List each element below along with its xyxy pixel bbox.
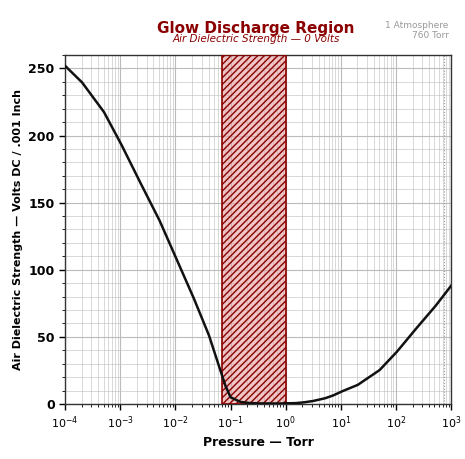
X-axis label: Pressure — Torr: Pressure — Torr (203, 437, 313, 449)
Bar (222, 55, 286, 404)
Bar (222, 55, 286, 404)
Text: Glow Discharge Region: Glow Discharge Region (157, 21, 354, 36)
Text: Air Dielectric Strength — 0 Volts: Air Dielectric Strength — 0 Volts (172, 34, 339, 45)
Text: 1 Atmosphere
760 Torr: 1 Atmosphere 760 Torr (385, 21, 449, 40)
Y-axis label: Air Dielectric Strength — Volts DC / .001 Inch: Air Dielectric Strength — Volts DC / .00… (13, 89, 23, 370)
